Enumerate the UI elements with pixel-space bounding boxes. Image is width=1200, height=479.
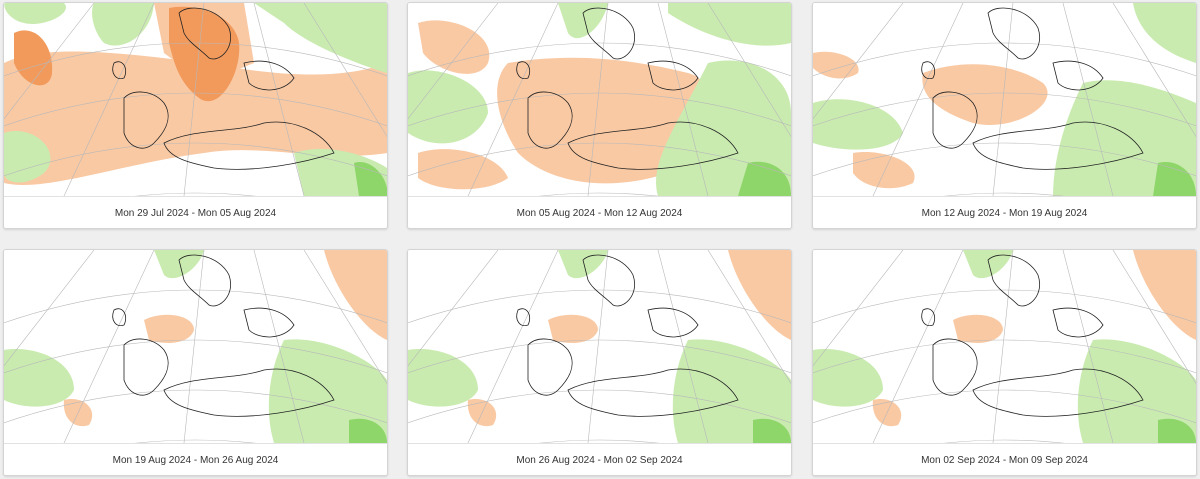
forecast-card[interactable]: Mon 05 Aug 2024 - Mon 12 Aug 2024	[407, 2, 792, 229]
forecast-card[interactable]: Mon 26 Aug 2024 - Mon 02 Sep 2024	[407, 249, 792, 476]
date-range-caption: Mon 19 Aug 2024 - Mon 26 Aug 2024	[4, 443, 387, 475]
forecast-card[interactable]: Mon 19 Aug 2024 - Mon 26 Aug 2024	[3, 249, 388, 476]
anomaly-map	[408, 3, 791, 196]
anomaly-map	[813, 250, 1196, 443]
forecast-card[interactable]: Mon 29 Jul 2024 - Mon 05 Aug 2024	[3, 2, 388, 229]
forecast-card[interactable]: Mon 12 Aug 2024 - Mon 19 Aug 2024	[812, 2, 1197, 229]
forecast-card[interactable]: Mon 02 Sep 2024 - Mon 09 Sep 2024	[812, 249, 1197, 476]
anomaly-map	[813, 3, 1196, 196]
date-range-caption: Mon 12 Aug 2024 - Mon 19 Aug 2024	[813, 196, 1196, 228]
anomaly-map	[408, 250, 791, 443]
date-range-caption: Mon 26 Aug 2024 - Mon 02 Sep 2024	[408, 443, 791, 475]
date-range-caption: Mon 29 Jul 2024 - Mon 05 Aug 2024	[4, 196, 387, 228]
anomaly-map	[4, 250, 387, 443]
anomaly-map	[4, 3, 387, 196]
date-range-caption: Mon 05 Aug 2024 - Mon 12 Aug 2024	[408, 196, 791, 228]
date-range-caption: Mon 02 Sep 2024 - Mon 09 Sep 2024	[813, 443, 1196, 475]
